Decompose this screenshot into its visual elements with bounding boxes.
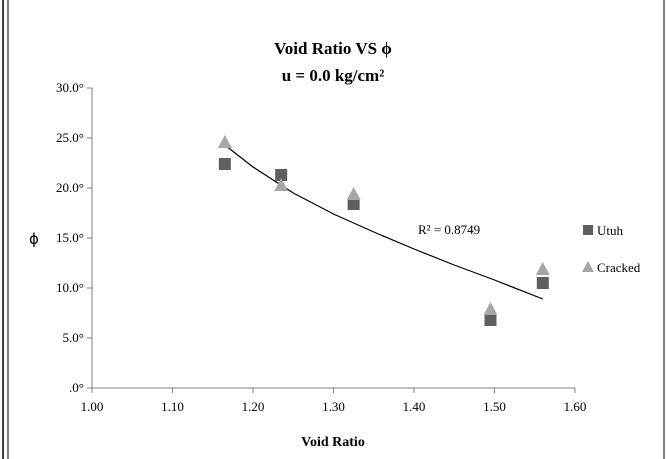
data-point-cracked — [217, 135, 232, 148]
chart-subtitle: u = 0.0 kg/cm² — [282, 66, 385, 85]
data-points-layer — [217, 135, 550, 326]
x-tick-label: 1.40 — [403, 399, 426, 414]
x-tick-label: 1.30 — [322, 399, 345, 414]
legend-label-utuh: Utuh — [597, 223, 624, 238]
data-point-utuh — [218, 158, 231, 170]
data-point-cracked — [483, 302, 498, 315]
data-point-utuh — [536, 277, 549, 289]
axes: .0° 5.0° 10.0° 15.0° 20.0° 25.0° 30.0° 1.00 1.10… — [56, 80, 586, 414]
data-point-cracked — [535, 262, 550, 275]
x-tick-label: 1.10 — [161, 399, 184, 414]
chart-title: Void Ratio VS ϕ — [274, 39, 392, 58]
y-tick-label: 10.0° — [56, 280, 84, 295]
x-tick-label: 1.60 — [564, 399, 587, 414]
data-point-utuh — [275, 169, 288, 181]
legend-marker-utuh — [583, 225, 593, 235]
y-tick-label: 25.0° — [56, 130, 84, 145]
x-tick-label: 1.00 — [81, 399, 104, 414]
y-tick-label: 20.0° — [56, 180, 84, 195]
y-axis-label: ϕ — [29, 230, 39, 248]
legend-marker-cracked — [582, 261, 594, 272]
data-point-utuh — [484, 314, 497, 326]
x-tick-label: 1.50 — [483, 399, 506, 414]
y-tick-label: 5.0° — [63, 330, 84, 345]
r-squared-label: R² = 0.8749 — [418, 222, 480, 237]
trendline — [224, 144, 544, 300]
y-tick-label: 30.0° — [56, 80, 84, 95]
legend-label-cracked: Cracked — [597, 260, 641, 275]
x-axis-label: Void Ratio — [301, 435, 365, 450]
y-tick-label: 15.0° — [56, 230, 84, 245]
trendline-layer — [224, 144, 544, 300]
legend: Utuh Cracked — [582, 223, 641, 275]
data-point-utuh — [347, 198, 360, 210]
y-tick-label: .0° — [69, 380, 84, 395]
data-point-cracked — [346, 187, 361, 200]
data-point-cracked — [274, 178, 289, 191]
x-tick-label: 1.20 — [242, 399, 265, 414]
